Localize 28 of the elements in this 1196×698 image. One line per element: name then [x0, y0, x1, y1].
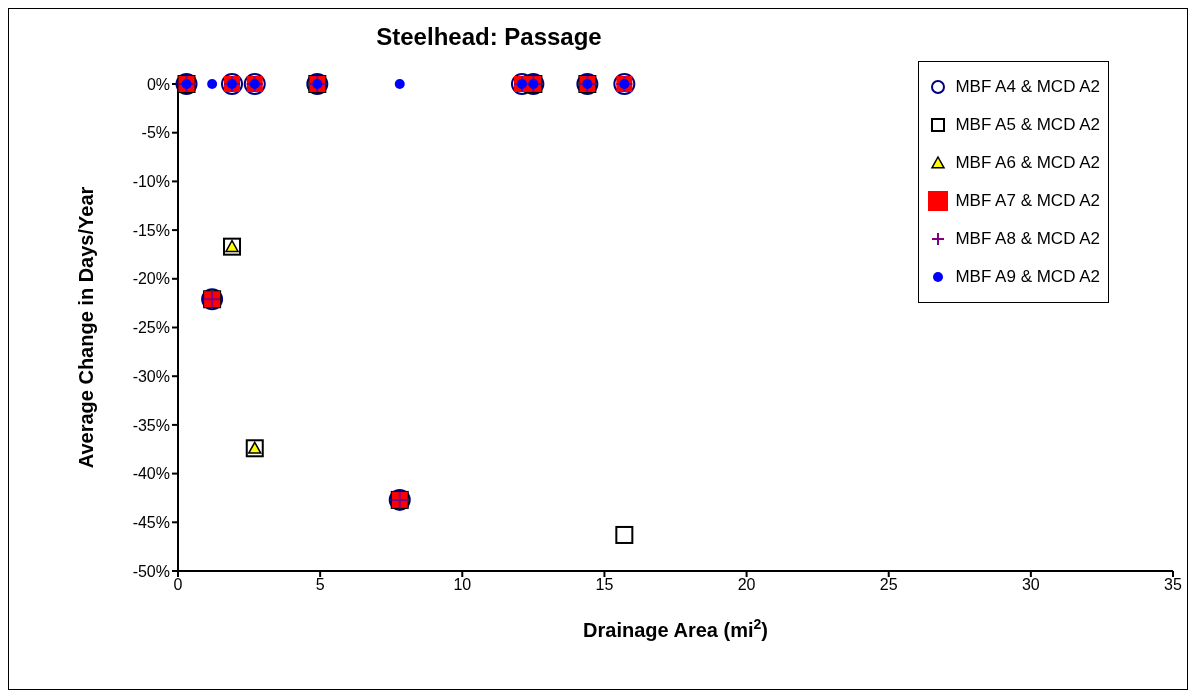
y-tick-label: -45% [132, 513, 170, 531]
x-tick-label: 20 [737, 576, 756, 594]
legend-label: MBF A5 & MCD A2 [955, 115, 1100, 135]
x-tick-label: 25 [879, 576, 898, 594]
x-tick-label: 15 [595, 576, 614, 594]
x-tick-label: 0 [173, 576, 183, 594]
y-axis-title: Average Change in Days/Year [75, 186, 97, 469]
y-tick-label: -40% [132, 465, 170, 483]
y-tick-label: -35% [132, 416, 170, 434]
legend-label: MBF A9 & MCD A2 [955, 267, 1100, 287]
y-tick-label: -25% [132, 319, 170, 337]
legend-label: MBF A7 & MCD A2 [955, 191, 1100, 211]
y-tick-label: -10% [132, 173, 170, 191]
y-tick-label: -20% [132, 270, 170, 288]
chart-title: Steelhead: Passage [375, 23, 603, 51]
y-tick-label: -30% [132, 367, 170, 385]
x-axis-title: Drainage Area (mi$^{2}$) [583, 616, 768, 641]
x-tick-label: 35 [1164, 576, 1182, 594]
y-tick-label: -5% [141, 124, 170, 142]
x-tick-label: 30 [1021, 576, 1040, 594]
y-tick-label: 0% [146, 75, 170, 93]
legend-label: MBF A6 & MCD A2 [955, 153, 1100, 173]
x-tick-label: 10 [453, 576, 472, 594]
y-tick-label: -15% [132, 221, 170, 239]
x-tick-label: 5 [315, 576, 325, 594]
legend-label: MBF A4 & MCD A2 [955, 77, 1100, 97]
y-tick-label: -50% [132, 562, 170, 580]
legend-label: MBF A8 & MCD A2 [955, 229, 1100, 249]
